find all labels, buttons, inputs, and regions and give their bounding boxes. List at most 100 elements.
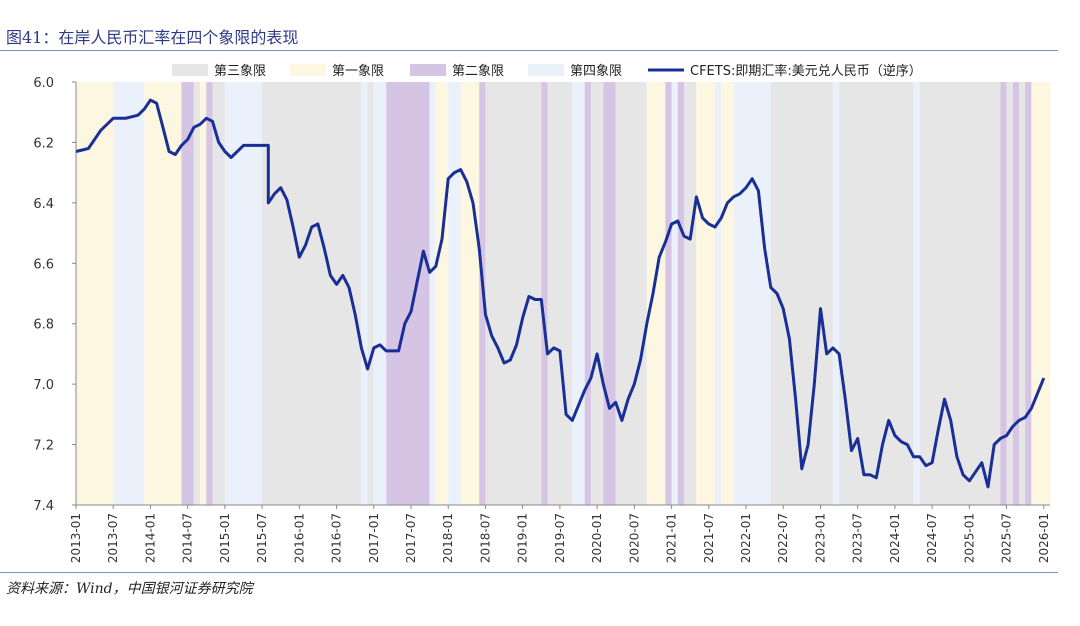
quadrant-band-q2: [603, 82, 616, 505]
x-tick-label: 2022-01: [739, 513, 753, 563]
x-tick-label: 2024-01: [888, 513, 902, 563]
quadrant-band-q4: [448, 82, 461, 505]
quadrant-band-q1: [696, 82, 715, 505]
x-tick-label: 2014-01: [143, 513, 157, 563]
x-tick-label: 2018-01: [441, 513, 455, 563]
y-tick-label: 6.0: [33, 76, 54, 91]
quadrant-band-q2: [181, 82, 194, 505]
quadrant-band-q3: [193, 82, 201, 505]
x-tick-label: 2013-01: [69, 513, 83, 563]
x-tick-label: 2025-07: [1000, 513, 1014, 563]
y-tick-label: 7.2: [33, 439, 54, 454]
x-tick-label: 2023-07: [851, 513, 865, 563]
quadrant-band-q2: [541, 82, 548, 505]
quadrant-band-q1: [460, 82, 480, 505]
legend-label-q1: 第一象限: [332, 64, 384, 79]
x-tick-label: 2015-01: [218, 513, 232, 563]
quadrant-band-q1: [144, 82, 182, 505]
legend-label-q4: 第四象限: [570, 64, 622, 79]
x-tick-label: 2015-07: [255, 513, 269, 563]
source-note: 资料来源：Wind，中国银河证券研究院: [6, 581, 253, 597]
quadrant-band-q4: [572, 82, 585, 505]
quadrant-band-q3: [770, 82, 833, 505]
quadrant-band-q1: [721, 82, 734, 505]
quadrant-band-q3: [1006, 82, 1013, 505]
x-tick-label: 2020-07: [627, 513, 641, 563]
quadrant-band-q2: [1012, 82, 1019, 505]
title-divider: [0, 50, 1058, 51]
quadrant-band-q3: [367, 82, 374, 505]
legend-swatch-q1: [290, 64, 326, 76]
quadrant-band-q3: [262, 82, 362, 505]
quadrant-band-q3: [485, 82, 542, 505]
chart-legend: 第三象限 第一象限 第二象限 第四象限 CFETS:即期汇率:美元兑人民币（逆序）: [172, 63, 922, 79]
y-tick-label: 7.0: [33, 378, 54, 393]
quadrant-band-q3: [683, 82, 697, 505]
quadrant-band-q4: [913, 82, 920, 505]
legend-label-q2: 第二象限: [452, 64, 504, 79]
series-line-cfets: [75, 98, 1046, 489]
x-tick-label: 2022-07: [776, 513, 790, 563]
chart-axes: 6.0 6.2 6.4 6.6 6.8 7.0 7.2 7.4 2013-01 2013-07 20…: [33, 76, 1050, 563]
quadrant-band-q3: [615, 82, 647, 505]
quadrant-band-q2: [677, 82, 684, 505]
quadrant-band-q4: [714, 82, 722, 505]
quadrant-band-q4: [733, 82, 771, 505]
x-tick-label: 2017-07: [404, 513, 418, 563]
x-tick-label: 2026-01: [1037, 513, 1051, 563]
x-tick-label: 2013-07: [106, 513, 120, 563]
quadrant-band-q3: [590, 82, 604, 505]
quadrant-band-q2: [1000, 82, 1007, 505]
quadrant-band-q1: [646, 82, 666, 505]
quadrant-band-q4: [224, 82, 263, 505]
quadrant-band-q4: [671, 82, 678, 505]
quadrant-band-q2: [206, 82, 213, 505]
x-tick-label: 2020-01: [590, 513, 604, 563]
quadrant-band-q3: [839, 82, 914, 505]
legend-swatch-q3: [172, 64, 208, 76]
legend-swatch-q4: [528, 64, 564, 76]
quadrant-band-q1: [435, 82, 449, 505]
quadrant-band-q2: [584, 82, 591, 505]
quadrant-band-q4: [361, 82, 368, 505]
source-divider: [0, 572, 1058, 573]
x-tick-label: 2019-07: [553, 513, 567, 563]
legend-swatch-q2: [410, 64, 446, 76]
quadrant-band-q4: [373, 82, 387, 505]
y-tick-label: 7.4: [33, 499, 54, 514]
y-tick-label: 6.4: [33, 197, 54, 212]
quadrant-band-q4: [113, 82, 145, 505]
x-tick-label: 2021-07: [702, 513, 716, 563]
x-tick-label: 2025-01: [962, 513, 976, 563]
x-tick-label: 2018-07: [478, 513, 492, 563]
x-tick-label: 2016-01: [292, 513, 306, 563]
quadrant-band-q4: [429, 82, 436, 505]
x-tick-label: 2021-01: [665, 513, 679, 563]
quadrant-band-q2: [386, 82, 430, 505]
x-tick-label: 2017-01: [367, 513, 381, 563]
quadrant-bands: [76, 82, 1050, 505]
exchange-rate-chart: 6.0 6.2 6.4 6.6 6.8 7.0 7.2 7.4 2013-01 2013-07 20…: [33, 63, 1050, 563]
quadrant-band-q3: [547, 82, 573, 505]
figure-title: 图41：在岸人民币汇率在四个象限的表现: [6, 28, 299, 47]
y-tick-label: 6.6: [33, 257, 54, 272]
quadrant-band-q2: [665, 82, 672, 505]
legend-label-line: CFETS:即期汇率:美元兑人民币（逆序）: [690, 63, 922, 79]
y-tick-label: 6.8: [33, 318, 54, 333]
quadrant-band-q3: [919, 82, 1001, 505]
y-tick-label: 6.2: [33, 136, 54, 151]
quadrant-band-q3: [212, 82, 225, 505]
quadrant-band-q4: [832, 82, 840, 505]
x-tick-label: 2019-01: [516, 513, 530, 563]
quadrant-band-q1: [1031, 82, 1050, 505]
x-tick-label: 2024-07: [925, 513, 939, 563]
legend-label-q3: 第三象限: [214, 64, 266, 79]
quadrant-band-q1: [76, 82, 114, 505]
quadrant-band-q1: [200, 82, 207, 505]
x-tick-label: 2014-07: [181, 513, 195, 563]
series-layer: [75, 98, 1046, 489]
quadrant-band-q3: [1018, 82, 1026, 505]
x-tick-label: 2023-01: [813, 513, 827, 563]
quadrant-band-q2: [1025, 82, 1032, 505]
x-tick-label: 2016-07: [330, 513, 344, 563]
